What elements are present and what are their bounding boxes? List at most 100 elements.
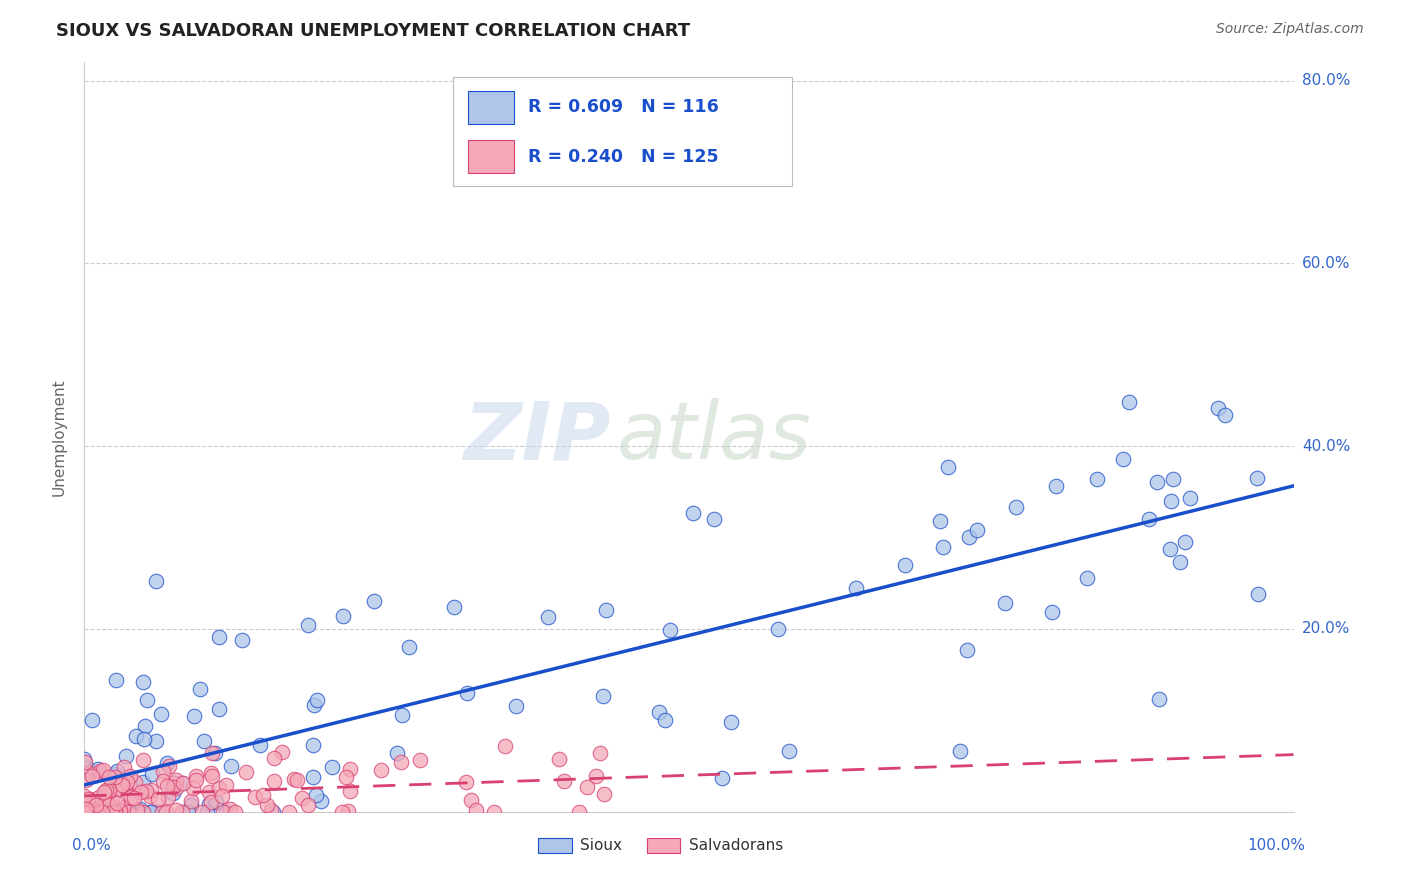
Point [201,747,224,761]
Point [120,789,142,804]
Point [553,773,575,788]
Point [104,805,127,819]
Point [98,798,121,813]
Point [936,460,959,475]
Point [249,738,271,752]
Point [101,805,124,819]
Point [188,681,211,696]
Point [110,782,132,797]
Point [363,594,385,608]
FancyBboxPatch shape [453,78,792,186]
Point [117,805,139,819]
Point [75,772,97,787]
Point [79,793,101,807]
Point [711,771,734,785]
Point [778,744,800,758]
Point [593,787,616,801]
Point [283,772,305,786]
Text: 60.0%: 60.0% [1302,256,1350,271]
Point [77,805,100,819]
Point [1178,491,1201,505]
Point [115,779,138,793]
Point [212,805,235,819]
Point [208,631,231,645]
Point [263,774,285,789]
Point [568,805,591,819]
Point [84,798,107,813]
Point [162,786,184,800]
Point [332,608,354,623]
Point [1208,401,1230,416]
Point [1174,535,1197,549]
Point [204,746,226,760]
Point [110,805,132,819]
Point [330,805,353,819]
Text: 20.0%: 20.0% [1302,622,1350,637]
Point [98,770,121,784]
Point [148,805,170,819]
Point [658,623,681,637]
Point [87,762,110,776]
Point [145,805,167,819]
Point [301,770,323,784]
Point [575,780,598,794]
Point [1215,408,1237,422]
Point [1149,691,1171,706]
Point [191,805,214,819]
Point [80,805,103,819]
Point [73,752,96,766]
Point [186,773,208,788]
Point [994,596,1017,610]
Point [107,805,129,819]
Point [104,766,127,780]
Text: Sioux: Sioux [581,838,621,853]
Point [163,776,186,790]
Point [1170,555,1192,569]
Point [112,800,135,814]
Point [93,805,115,819]
Point [482,805,505,819]
Point [118,805,141,819]
Text: 0.0%: 0.0% [72,838,111,853]
Point [76,761,98,775]
Point [1111,451,1133,466]
Point [165,781,187,796]
Point [648,705,671,719]
Point [956,643,979,657]
Point [456,685,478,699]
Point [108,805,131,819]
Point [138,805,160,819]
Point [79,792,101,806]
Point [162,780,184,795]
Point [105,797,128,811]
Point [928,515,950,529]
Point [131,775,153,789]
Point [183,709,205,723]
Point [262,805,284,819]
Point [205,795,228,809]
Point [505,699,527,714]
Point [104,805,127,819]
Point [193,734,215,748]
Point [932,540,955,554]
Point [654,713,676,727]
Point [443,599,465,614]
Point [263,751,285,765]
Text: 40.0%: 40.0% [1302,439,1350,454]
Point [305,788,328,802]
Point [682,506,704,520]
Point [1247,587,1270,601]
Point [77,805,100,819]
Point [305,692,328,706]
Point [252,788,274,802]
Point [157,758,180,772]
Point [73,789,96,804]
Point [152,805,174,819]
Point [97,798,120,813]
Point [114,780,136,795]
Point [90,805,112,819]
Point [136,693,159,707]
Point [165,772,187,787]
FancyBboxPatch shape [647,838,681,853]
Point [91,763,114,777]
